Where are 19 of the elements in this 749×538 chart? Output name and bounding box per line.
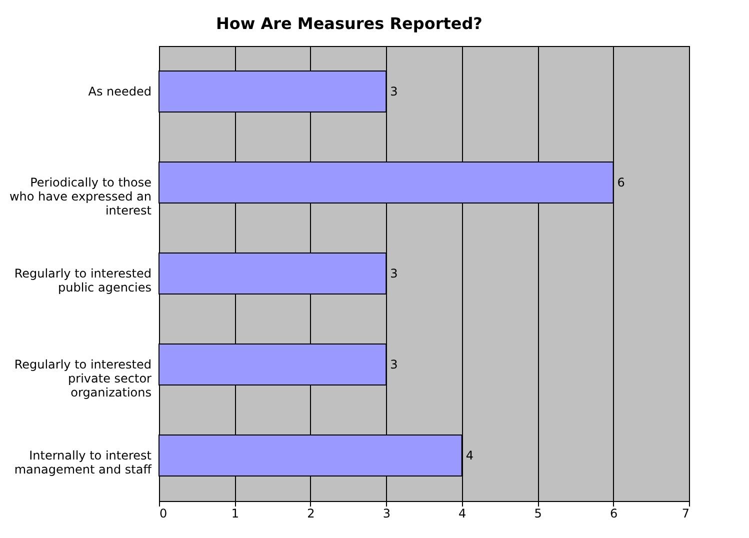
x-tick-label: 1: [231, 506, 240, 520]
x-tick-label: 4: [458, 506, 466, 520]
x-tick-label: 0: [160, 506, 168, 520]
data-label: 3: [390, 358, 398, 372]
data-label: 6: [617, 176, 625, 190]
x-tick-label: 6: [610, 506, 618, 520]
y-tick-label: Regularly to interested public agencies: [14, 266, 152, 294]
y-tick-label: Internally to interest management and staff: [14, 448, 152, 476]
data-label: 4: [466, 448, 474, 462]
x-tick-label: 2: [307, 506, 315, 520]
x-tick-label: 5: [534, 506, 542, 520]
y-tick-label: Periodically to those who have expressed an interest: [9, 176, 152, 218]
data-label: 3: [390, 84, 398, 98]
x-tick-label: 7: [682, 506, 690, 520]
data-label: 3: [390, 266, 398, 280]
y-tick-label: As needed: [88, 84, 152, 98]
x-tick-label: 3: [382, 506, 390, 520]
y-tick-label: Regularly to interested private sector organizations: [14, 358, 152, 400]
chart-title: How Are Measures Reported?: [216, 14, 482, 33]
